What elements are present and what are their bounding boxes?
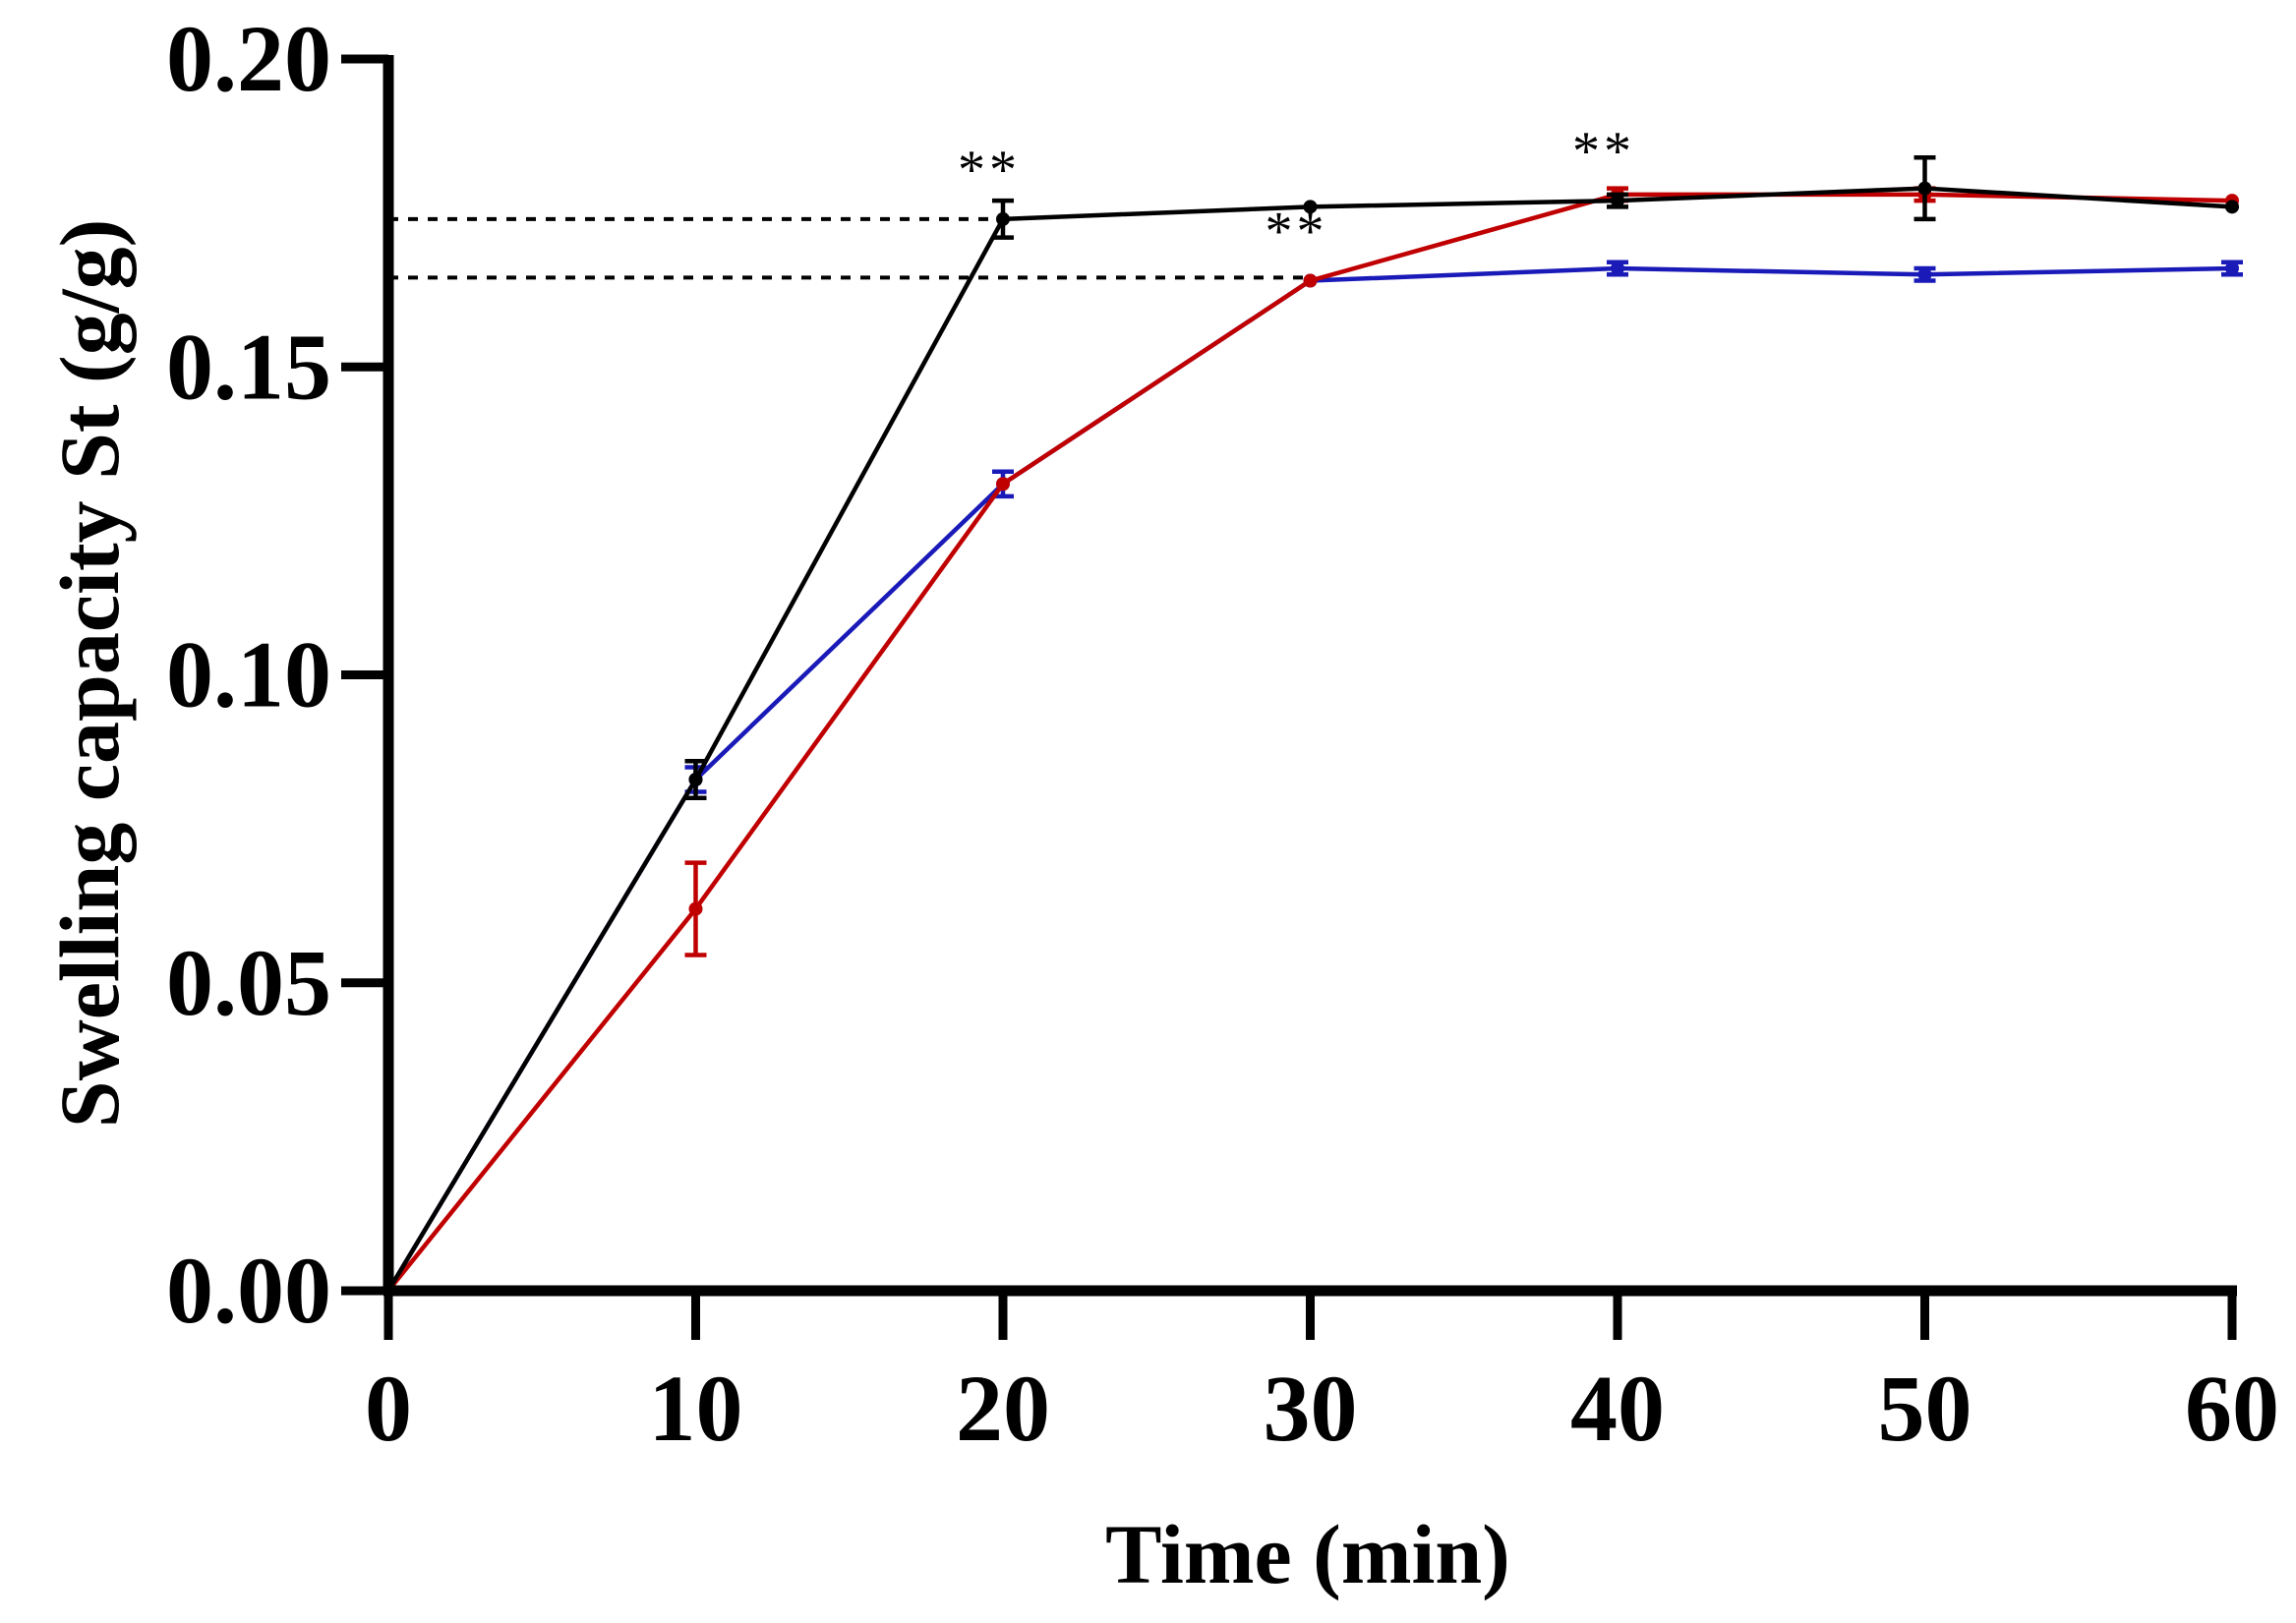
series-line [386,192,2233,1293]
data-point [1917,181,1932,196]
data-point [1611,194,1624,208]
data-point [2225,261,2239,276]
reference-lines [388,216,1311,280]
x-tick-label: 10 [649,1356,743,1461]
series-line [386,265,2233,1293]
series-layer [386,154,2243,1293]
data-point [1303,273,1318,288]
series-line [386,186,2233,1293]
x-axis-title: Time (min) [1105,1507,1510,1601]
ticks-layer: 0 10 20 30 40 50 60 0.00 0.05 0.10 0.15 0.20 [166,6,2279,1461]
series-black-series [386,154,2239,1293]
significance-annotation: ** [1266,202,1328,262]
x-tick-label: 40 [1570,1356,1665,1461]
x-tick-label: 30 [1264,1356,1358,1461]
data-point [996,211,1010,226]
x-tick-label: 60 [2185,1356,2279,1461]
series-blue-series [386,260,2243,1293]
x-tick-label: 20 [956,1356,1050,1461]
data-point [1917,267,1932,282]
y-tick-label: 0.10 [166,622,331,727]
series-red-series [386,186,2239,1293]
data-point [1303,200,1318,214]
x-tick-label: 0 [365,1356,412,1461]
y-tick-label: 0.00 [166,1238,331,1343]
significance-annotation: ** [958,140,1021,201]
significance-annotation: ** [1572,121,1635,182]
data-point [688,773,703,787]
data-point [996,477,1010,492]
annotations-layer: ** ** ** [958,121,1635,262]
data-point [688,901,703,916]
data-point [1611,261,1624,276]
data-point [2225,200,2239,214]
y-tick-label: 0.20 [166,6,331,111]
x-tick-label: 50 [1878,1356,1972,1461]
y-tick-label: 0.15 [166,314,331,419]
y-tick-label: 0.05 [166,930,331,1035]
y-axis-title: Swelling capacity St (g/g) [42,219,137,1128]
